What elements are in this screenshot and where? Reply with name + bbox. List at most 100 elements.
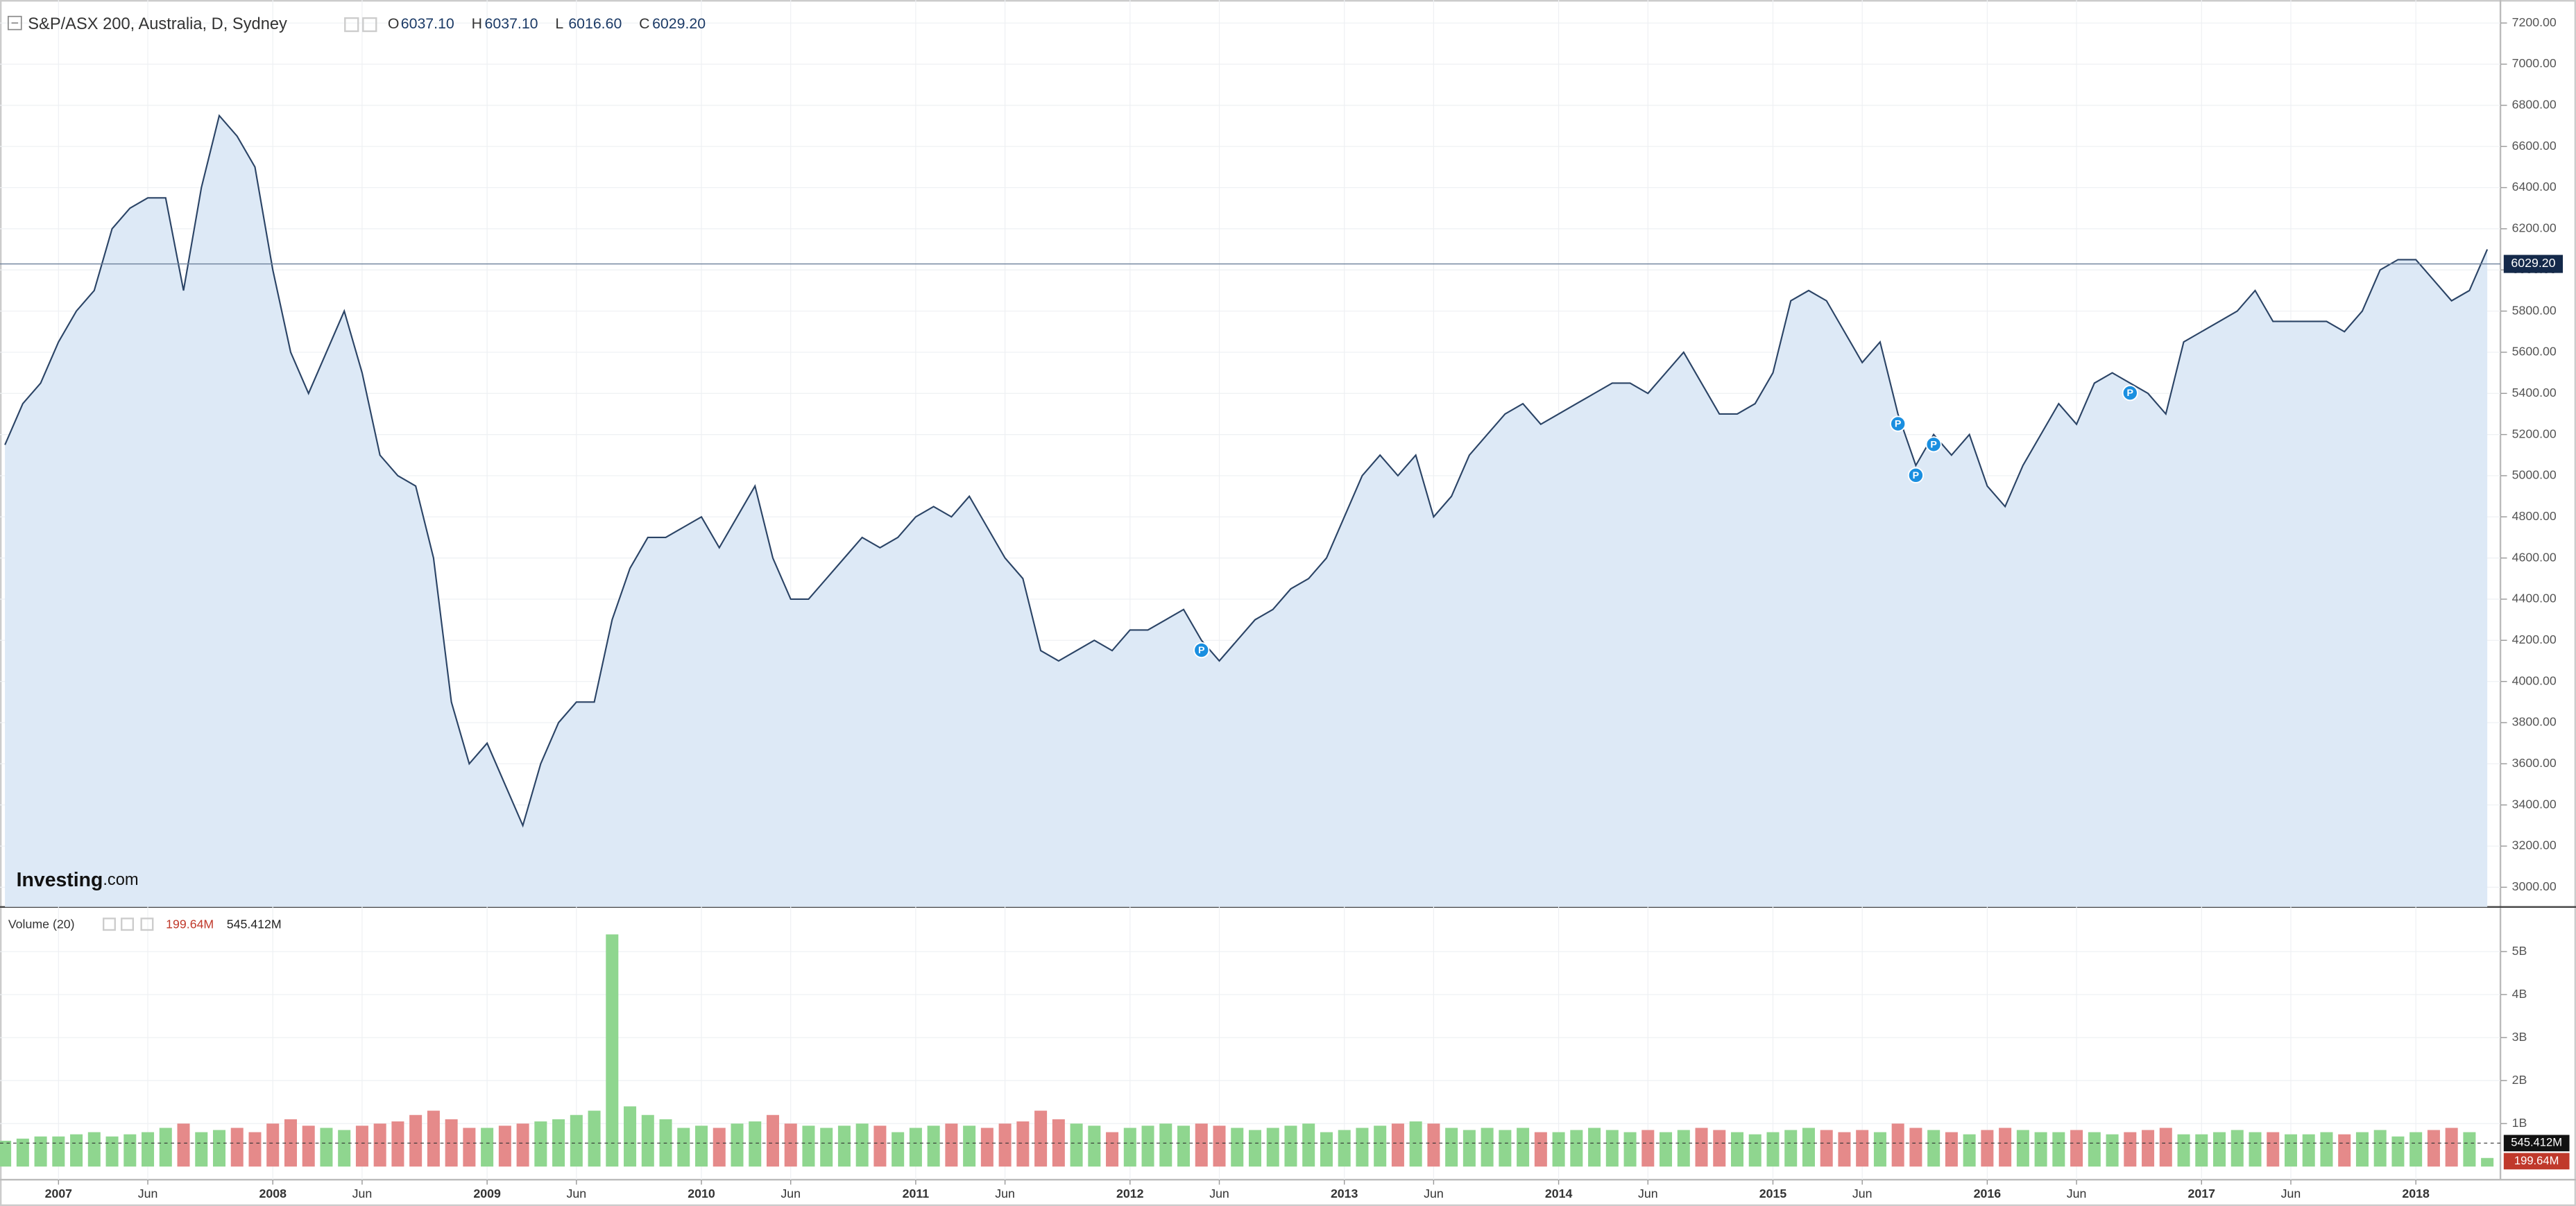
volume-bar — [641, 1114, 654, 1167]
settings-icon[interactable] — [344, 17, 359, 33]
volume-bar — [1016, 1121, 1030, 1167]
volume-bar — [2481, 1157, 2494, 1167]
volume-bar — [2409, 1132, 2423, 1167]
y-tick-label: 6800.00 — [2512, 98, 2557, 112]
volume-bar — [1945, 1132, 1958, 1167]
volume-bar — [1213, 1126, 1226, 1167]
x-tick-label: 2008 — [259, 1187, 287, 1200]
x-tick-label: Jun — [1852, 1187, 1873, 1200]
volume-bar — [2088, 1132, 2101, 1167]
event-marker-label: P — [2127, 388, 2133, 399]
volume-bar — [87, 1132, 101, 1167]
volume-bar — [445, 1119, 458, 1167]
volume-title[interactable]: Volume (20) — [8, 918, 75, 931]
volume-bar — [963, 1126, 976, 1167]
volume-bar — [230, 1128, 244, 1167]
volume-bar — [373, 1123, 386, 1167]
volume-bar — [427, 1110, 440, 1167]
x-tick-label: Jun — [781, 1187, 801, 1200]
volume-bar — [105, 1136, 119, 1167]
volume-bar — [2177, 1134, 2190, 1167]
volume-bar — [1641, 1130, 1655, 1167]
y-tick-label: 5400.00 — [2512, 386, 2557, 399]
volume-bar — [195, 1132, 208, 1167]
volume-bar — [1248, 1130, 1261, 1167]
event-marker — [2122, 385, 2138, 402]
x-tick-label: Jun — [138, 1187, 158, 1200]
volume-bar — [212, 1130, 226, 1167]
y-tick-label: 6400.00 — [2512, 180, 2557, 193]
volume-bar — [1802, 1128, 1815, 1167]
event-marker-label: P — [1930, 439, 1936, 450]
volume-bar — [142, 1132, 155, 1167]
volume-bar — [516, 1123, 529, 1167]
volume-bar — [52, 1136, 65, 1167]
volume-bar — [749, 1121, 762, 1167]
y-tick-label: 5000.00 — [2512, 468, 2557, 482]
volume-close-icon[interactable] — [140, 918, 154, 931]
x-tick-label: 2009 — [473, 1187, 501, 1200]
x-tick-label: 2013 — [1331, 1187, 1358, 1200]
x-tick-label: Jun — [1638, 1187, 1658, 1200]
price-line — [4, 114, 2489, 828]
volume-bar — [552, 1119, 565, 1167]
x-tick-label: 2007 — [45, 1187, 73, 1200]
volume-bar — [1177, 1126, 1191, 1167]
volume-bar — [784, 1123, 797, 1167]
volume-bar — [498, 1126, 511, 1167]
volume-bar — [1195, 1123, 1208, 1167]
y-tick-label: 2B — [2512, 1073, 2527, 1087]
y-tick-label: 1B — [2512, 1116, 2527, 1130]
volume-bar — [945, 1123, 958, 1167]
volume-bar — [1141, 1126, 1154, 1167]
volume-bar — [2052, 1132, 2065, 1167]
symbol-title[interactable]: S&P/ASX 200, Australia, D, Sydney — [28, 15, 287, 33]
volume-bar — [998, 1123, 1012, 1167]
volume-bar — [1320, 1132, 1333, 1167]
volume-bar — [892, 1132, 905, 1167]
price-area — [5, 115, 2488, 907]
volume-bar — [1713, 1130, 1726, 1167]
compare-icon[interactable] — [362, 17, 377, 33]
event-marker-label: P — [1895, 419, 1901, 430]
x-tick-label: 2015 — [1759, 1187, 1787, 1200]
volume-icon[interactable] — [102, 918, 116, 931]
volume-bar — [2195, 1134, 2208, 1167]
volume-bar — [2427, 1130, 2440, 1167]
event-marker — [1193, 641, 1210, 659]
last-price-label: 6029.20 — [2511, 256, 2555, 270]
volume-icon[interactable] — [121, 918, 134, 931]
volume-bar — [248, 1132, 262, 1167]
volume-bar — [2320, 1132, 2333, 1167]
volume-bar — [534, 1121, 547, 1167]
collapse-icon[interactable] — [8, 15, 22, 31]
volume-bar — [820, 1128, 833, 1167]
volume-bar — [1909, 1128, 1922, 1167]
volume-bar — [1927, 1130, 1940, 1167]
volume-bar — [1445, 1128, 1458, 1167]
volume-bar — [1873, 1132, 1886, 1167]
volume-last-tag — [2503, 1153, 2570, 1170]
x-tick-label: 2017 — [2188, 1187, 2216, 1200]
y-tick-label: 6200.00 — [2512, 221, 2557, 235]
volume-bar — [1106, 1132, 1119, 1167]
volume-bar — [1123, 1128, 1136, 1167]
volume-bar — [409, 1114, 423, 1167]
volume-bar — [1481, 1128, 1494, 1167]
y-tick-label: 5600.00 — [2512, 345, 2557, 359]
overlay: S&P/ASX 200, Australia, D, Sydney Invest… — [8, 15, 2570, 1200]
volume-bar — [855, 1123, 869, 1167]
y-tick-label: 6600.00 — [2512, 139, 2557, 153]
volume-bar — [1356, 1128, 1369, 1167]
volume-bar — [1391, 1123, 1404, 1167]
y-tick-label: 3200.00 — [2512, 838, 2557, 852]
volume-bar — [2230, 1130, 2244, 1167]
volume-bar — [1427, 1123, 1440, 1167]
volume-bar — [1605, 1130, 1619, 1167]
volume-bar — [1338, 1130, 1351, 1167]
volume-bar — [1981, 1130, 1994, 1167]
volume-bar — [0, 1140, 12, 1167]
volume-bar — [695, 1126, 708, 1167]
event-marker-label: P — [1198, 645, 1204, 656]
